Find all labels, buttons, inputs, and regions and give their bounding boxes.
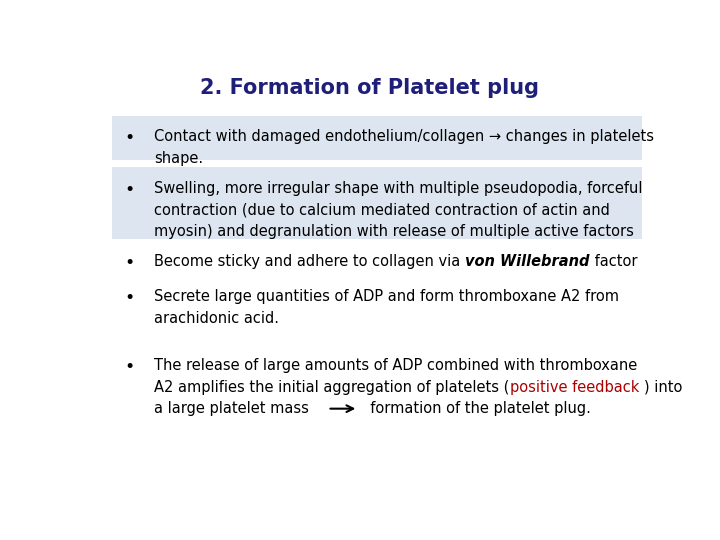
Text: •: • bbox=[124, 254, 134, 272]
Text: positive feedback: positive feedback bbox=[510, 380, 644, 395]
FancyBboxPatch shape bbox=[112, 116, 642, 160]
Text: Contact with damaged endothelium/collagen → changes in platelets: Contact with damaged endothelium/collage… bbox=[154, 129, 654, 144]
Text: •: • bbox=[124, 289, 134, 307]
Text: factor: factor bbox=[590, 254, 637, 269]
FancyBboxPatch shape bbox=[112, 167, 642, 239]
Text: arachidonic acid.: arachidonic acid. bbox=[154, 311, 279, 326]
Text: a large platelet mass: a large platelet mass bbox=[154, 401, 328, 416]
Text: •: • bbox=[124, 129, 134, 147]
Text: •: • bbox=[124, 358, 134, 376]
Text: Become sticky and adhere to collagen via: Become sticky and adhere to collagen via bbox=[154, 254, 465, 269]
Text: •: • bbox=[124, 181, 134, 199]
Text: 2. Formation of Platelet plug: 2. Formation of Platelet plug bbox=[199, 78, 539, 98]
Text: formation of the platelet plug.: formation of the platelet plug. bbox=[361, 401, 591, 416]
Text: ) into: ) into bbox=[644, 380, 682, 395]
Text: Secrete large quantities of ADP and form thromboxane A2 from: Secrete large quantities of ADP and form… bbox=[154, 289, 619, 305]
Text: The release of large amounts of ADP combined with thromboxane: The release of large amounts of ADP comb… bbox=[154, 358, 637, 373]
Text: A2 amplifies the initial aggregation of platelets (: A2 amplifies the initial aggregation of … bbox=[154, 380, 510, 395]
Text: myosin) and degranulation with release of multiple active factors: myosin) and degranulation with release o… bbox=[154, 225, 634, 239]
Text: von Willebrand: von Willebrand bbox=[465, 254, 590, 269]
Text: contraction (due to calcium mediated contraction of actin and: contraction (due to calcium mediated con… bbox=[154, 203, 610, 218]
Text: Swelling, more irregular shape with multiple pseudopodia, forceful: Swelling, more irregular shape with mult… bbox=[154, 181, 643, 196]
Text: shape.: shape. bbox=[154, 151, 203, 166]
